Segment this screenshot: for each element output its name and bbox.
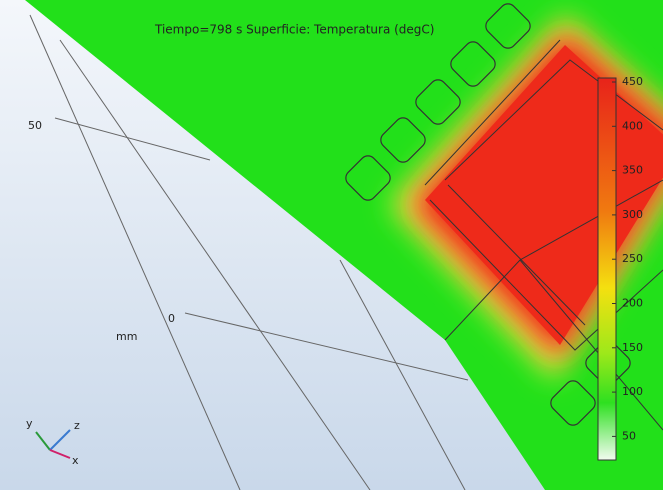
colorbar-tick-label: 200	[622, 297, 643, 310]
axis-label: 0	[168, 312, 175, 325]
grid-lines	[29, 14, 469, 491]
colorbar-tick-label: 50	[622, 429, 636, 442]
plot-title: Tiempo=798 s Superficie: Temperatura (de…	[154, 23, 434, 37]
axis-triad: y z x	[26, 417, 80, 467]
triad-label: y	[26, 417, 33, 430]
axis-label: 50	[28, 119, 42, 132]
colorbar-tick-label: 250	[622, 252, 643, 265]
colorbar-tick-label: 300	[622, 208, 643, 221]
triad-label: z	[74, 419, 80, 432]
axis-label: mm	[116, 330, 137, 343]
colorbar-tick-label: 400	[622, 119, 643, 132]
colorbar-tick-label: 100	[622, 385, 643, 398]
slots	[345, 3, 631, 426]
colorbar	[597, 77, 617, 461]
colorbar-tick-label: 150	[622, 341, 643, 354]
colorbar-tick-label: 450	[622, 75, 643, 88]
colorbar-ticks: 450 400 350 300 250 200 150 100 50	[612, 75, 643, 442]
colorbar-tick-label: 350	[622, 164, 643, 177]
triad-label: x	[72, 454, 79, 467]
